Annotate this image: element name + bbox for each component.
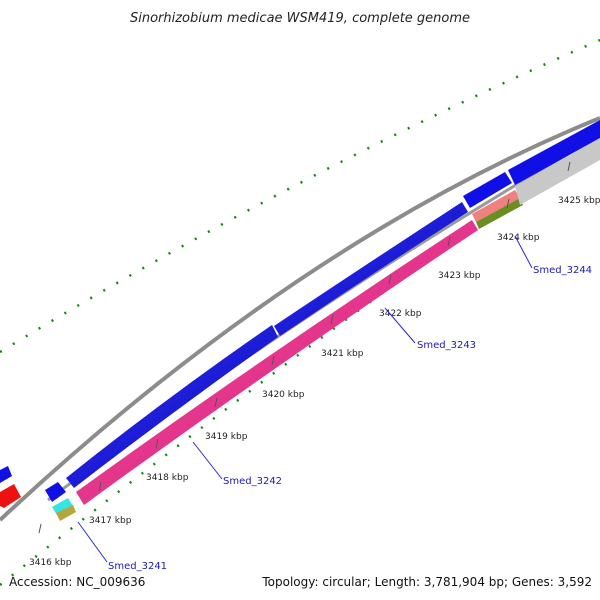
gene-label[interactable]: Smed_3241 <box>108 561 167 572</box>
tick-label: 3417 kbp <box>89 516 132 526</box>
tick-mark <box>567 161 571 172</box>
tick-mark <box>447 236 451 247</box>
tick-label: 3425 kbp <box>558 196 600 206</box>
cds-block[interactable] <box>0 484 21 508</box>
reverse-cds-track <box>0 484 21 508</box>
tick-label: 3423 kbp <box>438 271 481 281</box>
cds-block[interactable] <box>508 120 600 185</box>
gc-dots-inner <box>0 138 600 586</box>
tick-label: 3422 kbp <box>379 309 422 319</box>
gene-labels: Smed_3241 Smed_3242 Smed_3243 Smed_3244 <box>77 235 592 572</box>
cog-block[interactable] <box>476 198 523 229</box>
tick-mark <box>38 523 42 534</box>
cog-block[interactable] <box>52 498 73 515</box>
tick-label: 3416 kbp <box>29 558 72 568</box>
gene-leader-line <box>77 521 108 563</box>
genome-summary: Topology: circular; Length: 3,781,904 bp… <box>261 575 592 589</box>
cog-block[interactable] <box>472 190 520 222</box>
cds-block[interactable] <box>45 482 66 502</box>
ruler-ticks: 3416 kbp 3417 kbp 3418 kbp 3419 kbp 3420 kbp… <box>29 161 600 568</box>
tick-mark <box>214 397 218 408</box>
tick-label: 3421 kbp <box>321 349 364 359</box>
gene-label[interactable]: Smed_3242 <box>223 476 282 487</box>
forward-cds-track <box>0 120 600 502</box>
cog-block[interactable] <box>76 220 478 505</box>
tick-label: 3419 kbp <box>205 432 248 442</box>
tick-mark <box>330 314 334 325</box>
tick-label: 3420 kbp <box>262 390 305 400</box>
tick-mark <box>388 274 392 285</box>
cds-block[interactable] <box>66 325 278 488</box>
cog-track <box>52 138 600 521</box>
backbone-outer <box>0 116 600 522</box>
cog-block[interactable] <box>515 138 600 205</box>
gene-leader-line <box>514 235 533 269</box>
gene-label[interactable]: Smed_3243 <box>417 340 476 351</box>
cds-block[interactable] <box>463 172 512 208</box>
cog-block[interactable] <box>56 505 76 521</box>
gene-leader-line <box>384 307 416 344</box>
map-title: Sinorhizobium medicae WSM419, complete g… <box>130 11 470 26</box>
cds-block[interactable] <box>274 202 468 336</box>
gene-label[interactable]: Smed_3244 <box>533 265 592 276</box>
cds-block[interactable] <box>0 466 12 483</box>
tick-mark <box>98 481 102 492</box>
tick-label: 3418 kbp <box>146 473 189 483</box>
tick-mark <box>155 438 159 449</box>
tick-mark <box>271 355 275 366</box>
gene-leader-line <box>192 441 223 480</box>
tick-label: 3424 kbp <box>497 233 540 243</box>
accession-label: Accession: NC_009636 <box>9 575 145 589</box>
gc-content-track <box>0 38 600 586</box>
tick-mark <box>506 198 510 209</box>
